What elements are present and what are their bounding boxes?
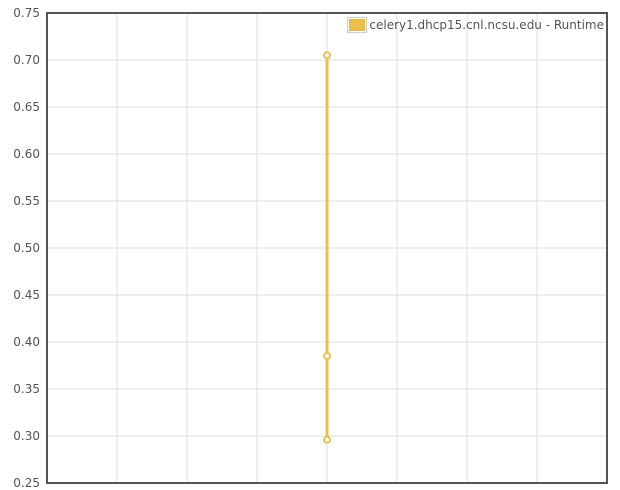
legend-label: celery1.dhcp15.cnl.ncsu.edu - Runtime	[369, 18, 604, 32]
y-tick-label: 0.30	[13, 429, 40, 443]
y-tick-label: 0.60	[13, 147, 40, 161]
y-tick-label: 0.65	[13, 100, 40, 114]
y-tick-label: 0.75	[13, 6, 40, 20]
y-tick-label: 0.25	[13, 476, 40, 490]
chart-legend: celery1.dhcp15.cnl.ncsu.edu - Runtime	[347, 17, 604, 33]
y-tick-label: 0.40	[13, 335, 40, 349]
y-tick-label: 0.35	[13, 382, 40, 396]
data-point[interactable]	[323, 51, 331, 60]
series-layer	[323, 51, 331, 444]
plot-frame	[46, 12, 608, 484]
y-tick-label: 0.55	[13, 194, 40, 208]
data-point[interactable]	[323, 435, 331, 444]
y-axis-tick-labels: 0.75 0.70 0.65 0.60 0.55 0.50 0.45 0.40 0.35 0.30…	[13, 6, 40, 490]
data-point[interactable]	[323, 352, 331, 361]
y-tick-label: 0.70	[13, 53, 40, 67]
legend-swatch-frame	[347, 17, 368, 33]
y-tick-label: 0.45	[13, 288, 40, 302]
y-tick-label: 0.50	[13, 241, 40, 255]
legend-color-swatch	[349, 19, 366, 31]
